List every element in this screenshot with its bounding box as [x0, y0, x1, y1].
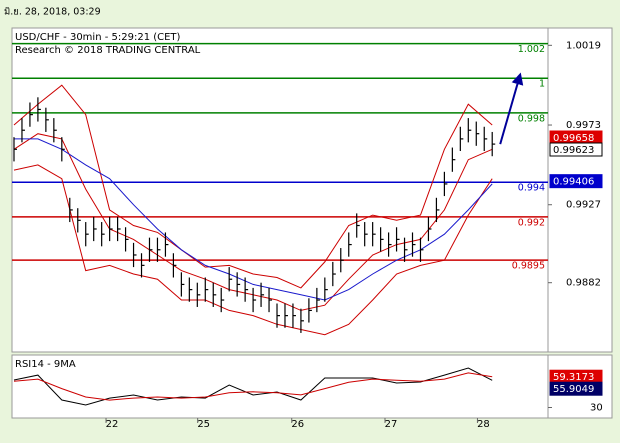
price-tag-label: 0.99658	[553, 133, 594, 144]
rsi-title: RSI14 - 9MA	[15, 359, 76, 370]
level-label: 1.002	[518, 44, 545, 55]
y-tick-label: 30	[590, 403, 603, 414]
level-label: 0.994	[518, 183, 545, 194]
price-tag-label: 59.3173	[553, 372, 594, 383]
rsi-line	[13, 367, 493, 406]
x-tick-label: 22	[106, 419, 119, 430]
level-label: 0.998	[518, 113, 545, 124]
x-tick-label: 25	[197, 419, 210, 430]
price-axis	[547, 27, 613, 353]
price-tag-label: 0.99623	[553, 145, 594, 156]
main-plot	[12, 42, 548, 336]
level-label: 0.9895	[512, 261, 545, 272]
x-tick-label: 26	[291, 419, 304, 430]
rsi-line	[13, 372, 493, 401]
price-tag-box	[549, 381, 603, 396]
rsi-plot	[13, 367, 493, 406]
y-tick-label: 0.9927	[566, 200, 601, 211]
price-tag-box	[549, 142, 603, 157]
y-tick-label: 1.0019	[566, 40, 601, 51]
chart-subtitle: Research © 2018 TRADING CENTRAL	[15, 45, 201, 56]
indicator-line	[13, 84, 493, 289]
main-panel	[11, 27, 549, 353]
price-tag-label: 55.9049	[553, 384, 594, 395]
price-tag-label: 0.99406	[553, 177, 594, 188]
price-tag-box	[549, 174, 603, 189]
level-label: 0.992	[518, 217, 545, 228]
x-tick-label: 28	[477, 419, 490, 430]
level-label: 1	[539, 79, 545, 90]
y-tick-label: 0.9882	[566, 278, 601, 289]
projection-arrow	[499, 72, 524, 145]
rsi-panel	[11, 354, 549, 419]
y-tick-label: 0.9973	[566, 120, 601, 131]
chart-title: USD/CHF - 30min - 5:29:21 (CET)	[15, 32, 181, 43]
timestamp: มิ.ย. 28, 2018, 03:29	[4, 7, 101, 18]
x-tick-label: 27	[385, 419, 398, 430]
indicator-line	[13, 164, 493, 336]
